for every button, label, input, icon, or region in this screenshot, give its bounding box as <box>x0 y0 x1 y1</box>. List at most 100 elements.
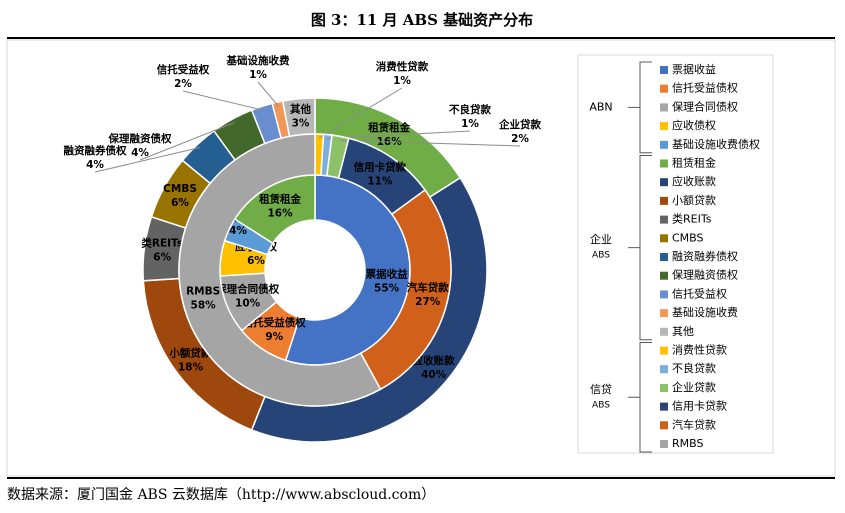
legend-swatch <box>660 84 668 93</box>
segment-value-label: 9% <box>265 331 283 343</box>
segment-label: 租赁租金 <box>259 192 301 205</box>
legend-swatch <box>660 346 668 355</box>
segment-value-label: 4% <box>86 159 104 171</box>
legend-label: 小额贷款 <box>672 193 716 207</box>
segment-value-label: 40% <box>421 369 447 381</box>
segment-label: 保理合同债权 <box>215 283 279 296</box>
segment-value-label: 1% <box>249 69 267 81</box>
segment-value-label: 4% <box>131 147 149 159</box>
legend-group-label: 企业 <box>590 232 612 246</box>
legend-label: 租赁租金 <box>672 156 716 170</box>
legend-swatch <box>660 383 668 392</box>
segment-value-label: 1% <box>461 118 479 130</box>
segment-value-label: 10% <box>235 298 261 310</box>
legend-swatch <box>660 66 668 74</box>
legend-swatch <box>660 365 668 374</box>
legend-bracket <box>639 342 652 453</box>
segment-label: 汽车贷款 <box>407 281 449 294</box>
legend-label: 应收账款 <box>672 174 716 188</box>
legend-group-label: 信贷 <box>590 382 612 396</box>
legend-label: 其他 <box>672 325 694 338</box>
legend-swatch <box>660 402 668 411</box>
segment-value-label: 11% <box>367 175 393 187</box>
segment-label: 融资融券债权 <box>64 144 127 157</box>
segment-label: 消费性贷款 <box>376 60 429 73</box>
segment-label: 保理融资债权 <box>108 132 172 145</box>
segment-value-label: 6% <box>153 252 171 264</box>
plot-frame <box>6 39 836 477</box>
legend-swatch <box>660 159 668 168</box>
legend-frame <box>577 54 774 454</box>
legend-swatch <box>660 290 668 299</box>
legend-swatch <box>660 196 668 205</box>
segment-label: 基础设施收费 <box>226 54 290 67</box>
segment-value-label: 55% <box>374 282 400 294</box>
segment-label: 租赁租金 <box>368 121 410 134</box>
legend-swatch <box>660 421 668 430</box>
legend-swatch <box>660 178 668 187</box>
legend-swatch <box>660 309 668 318</box>
leader-line <box>327 130 471 140</box>
segment-value-label: 6% <box>247 255 265 267</box>
donut-segment <box>178 133 382 407</box>
legend-label: 信托受益债权 <box>672 81 738 95</box>
legend-label: RMBS <box>672 437 703 450</box>
segment-value-label: 16% <box>268 207 294 219</box>
legend-swatch <box>660 122 668 131</box>
segment-label: 信托受益权 <box>157 63 210 76</box>
legend-group-label: ABS <box>592 400 610 410</box>
segment-label: 信用卡贷款 <box>354 160 407 173</box>
segment-label: 小额贷款 <box>168 347 211 360</box>
segment-label: 应收账款 <box>413 354 455 367</box>
chart-title: 图 3：11 月 ABS 基础资产分布 <box>311 11 533 29</box>
legend-group-label: ABS <box>592 251 610 261</box>
legend-label: 融资融券债权 <box>672 249 738 263</box>
leader-line <box>139 122 235 161</box>
legend-swatch <box>660 140 668 149</box>
legend-label: 票据收益 <box>672 62 716 76</box>
legend-swatch <box>660 103 668 112</box>
segment-label: RMBS <box>186 286 220 298</box>
legend-label: 汽车贷款 <box>672 417 716 431</box>
legend-swatch <box>660 327 668 336</box>
segment-value-label: 2% <box>511 133 529 145</box>
legend-label: 信托受益权 <box>672 286 727 300</box>
segment-label: 企业贷款 <box>498 118 541 131</box>
legend-label: 企业贷款 <box>672 380 716 394</box>
segment-label: 类REITs <box>141 237 183 250</box>
legend-swatch <box>660 215 668 224</box>
legend-label: 信用卡贷款 <box>672 399 727 413</box>
leader-line <box>94 147 201 173</box>
segment-label: 信托受益债权 <box>243 316 306 329</box>
legend-label: CMBS <box>672 231 704 244</box>
segment-label: 不良贷款 <box>449 103 491 116</box>
legend-label: 消费性贷款 <box>672 343 727 357</box>
legend-label: 类REITs <box>672 212 712 226</box>
legend-group-label: ABN <box>589 100 612 113</box>
segment-value-label: 2% <box>174 78 192 90</box>
legend-swatch <box>660 271 668 280</box>
leader-line <box>182 90 264 111</box>
legend-label: 基础设施收费债权 <box>672 137 760 151</box>
segment-label: 其他 <box>290 103 311 116</box>
legend-label: 保理合同债权 <box>672 99 738 113</box>
leader-line <box>339 139 521 147</box>
legend-bracket <box>639 155 652 341</box>
segment-value-label: 1% <box>393 75 411 87</box>
segment-value-label: 27% <box>415 296 441 308</box>
segment-value-label: 58% <box>191 300 217 312</box>
legend-swatch <box>660 234 668 243</box>
segment-value-label: 4% <box>229 225 247 237</box>
legend-label: 不良贷款 <box>672 361 716 375</box>
segment-value-label: 6% <box>171 197 189 209</box>
legend-label: 基础设施收费 <box>672 305 738 319</box>
legend-label: 应收债权 <box>672 118 716 132</box>
leader-line <box>318 87 403 139</box>
segment-value-label: 18% <box>178 362 204 374</box>
legend-swatch <box>660 440 668 448</box>
source-note: 数据来源：厦门国金 ABS 云数据库（http://www.abscloud.c… <box>7 487 435 503</box>
legend-swatch <box>660 253 668 261</box>
legend-label: 保理融资债权 <box>672 268 738 282</box>
segment-label: CMBS <box>163 183 197 195</box>
